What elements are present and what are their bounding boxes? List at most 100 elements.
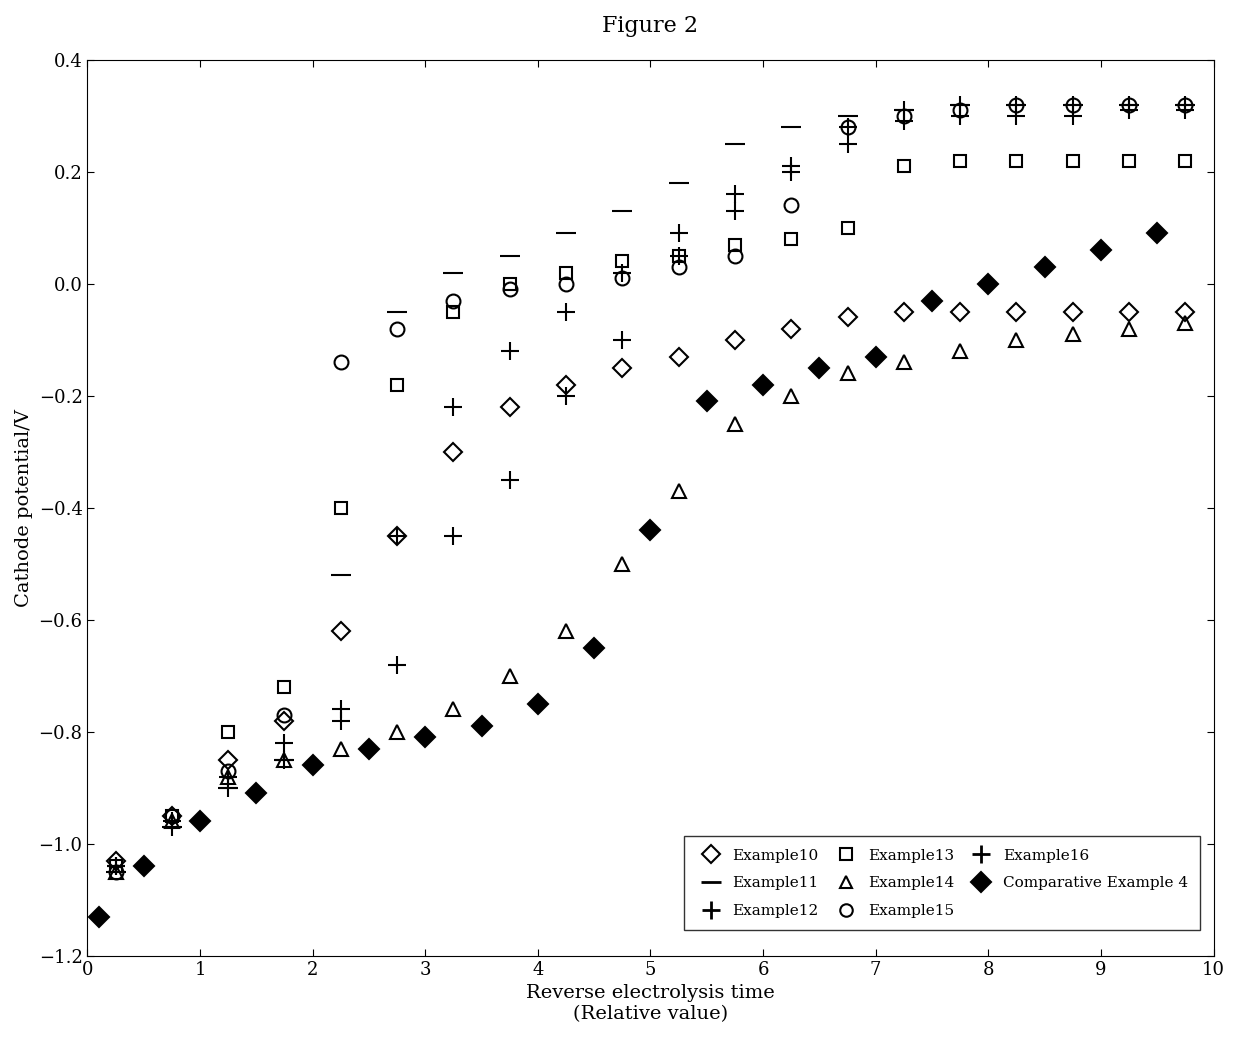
Line: Example11: Example11 (105, 94, 1195, 881)
Example12 (389, 529, 404, 542)
Example12 (615, 267, 630, 279)
Example10 (108, 854, 123, 867)
Line: Example16: Example16 (107, 101, 1194, 875)
Example10 (334, 625, 348, 637)
Line: Example13: Example13 (109, 155, 1192, 872)
Example13 (108, 859, 123, 872)
Comparative Example 4 (981, 277, 996, 290)
Example16 (277, 754, 291, 766)
Example16 (671, 249, 686, 262)
Example11 (221, 782, 236, 794)
Line: Example12: Example12 (107, 95, 1194, 875)
Example12 (952, 99, 967, 111)
Example15 (165, 810, 180, 822)
Example10 (1178, 305, 1193, 318)
Example10 (446, 445, 461, 458)
Example12 (165, 815, 180, 827)
Example16 (558, 389, 573, 402)
Example11 (615, 204, 630, 217)
Comparative Example 4 (474, 720, 489, 733)
Example11 (839, 110, 854, 122)
Example15 (334, 356, 348, 368)
Comparative Example 4 (249, 787, 264, 799)
Example14 (784, 389, 799, 402)
Example15 (277, 709, 291, 721)
Example13 (558, 267, 573, 279)
Example12 (839, 120, 854, 133)
Example10 (389, 529, 404, 542)
Example15 (728, 249, 743, 262)
Example12 (221, 770, 236, 783)
Example15 (784, 199, 799, 212)
Example13 (897, 160, 911, 172)
Example15 (502, 283, 517, 296)
Example16 (221, 782, 236, 794)
Example15 (839, 120, 854, 133)
Example11 (784, 120, 799, 133)
Example15 (615, 272, 630, 284)
Example16 (952, 110, 967, 122)
Comparative Example 4 (812, 361, 827, 374)
Comparative Example 4 (587, 641, 601, 654)
Comparative Example 4 (531, 698, 546, 710)
Example12 (1178, 99, 1193, 111)
Example12 (784, 160, 799, 172)
Example13 (1065, 155, 1080, 167)
Comparative Example 4 (1037, 261, 1052, 273)
Example10 (277, 714, 291, 727)
Example16 (839, 138, 854, 151)
Example13 (389, 379, 404, 391)
Example13 (1009, 155, 1024, 167)
Example10 (728, 333, 743, 346)
Example12 (897, 104, 911, 116)
Example16 (108, 859, 123, 872)
Comparative Example 4 (755, 379, 770, 391)
Example10 (897, 305, 911, 318)
Example15 (108, 866, 123, 878)
Example16 (1122, 104, 1137, 116)
Example11 (1178, 99, 1193, 111)
Example16 (1065, 110, 1080, 122)
Example14 (108, 866, 123, 878)
Example13 (334, 501, 348, 514)
Example14 (558, 625, 573, 637)
Example16 (784, 165, 799, 177)
Example11 (165, 821, 180, 834)
Example13 (221, 726, 236, 738)
Example16 (1178, 104, 1193, 116)
Example16 (615, 333, 630, 346)
Example10 (1122, 305, 1137, 318)
Example12 (1009, 99, 1024, 111)
Example12 (1122, 99, 1137, 111)
Example14 (165, 815, 180, 827)
Example14 (615, 557, 630, 570)
Comparative Example 4 (925, 295, 940, 307)
Example12 (108, 859, 123, 872)
Example15 (558, 277, 573, 290)
Example12 (446, 401, 461, 413)
Example10 (165, 810, 180, 822)
Example11 (502, 249, 517, 262)
Comparative Example 4 (699, 395, 714, 408)
Example16 (502, 473, 517, 486)
Example11 (108, 866, 123, 878)
Example11 (389, 305, 404, 318)
Example16 (165, 821, 180, 834)
Example11 (1065, 99, 1080, 111)
Example15 (897, 110, 911, 122)
Example13 (615, 255, 630, 268)
Comparative Example 4 (1094, 244, 1109, 256)
Example13 (952, 155, 967, 167)
Example14 (1178, 317, 1193, 329)
Example10 (221, 754, 236, 766)
Example11 (334, 569, 348, 581)
Example13 (784, 233, 799, 245)
Comparative Example 4 (192, 815, 207, 827)
Example12 (558, 305, 573, 318)
Example16 (728, 204, 743, 217)
Example11 (671, 176, 686, 189)
Example13 (1178, 155, 1193, 167)
Example14 (221, 770, 236, 783)
Example12 (1065, 99, 1080, 111)
Example15 (446, 295, 461, 307)
